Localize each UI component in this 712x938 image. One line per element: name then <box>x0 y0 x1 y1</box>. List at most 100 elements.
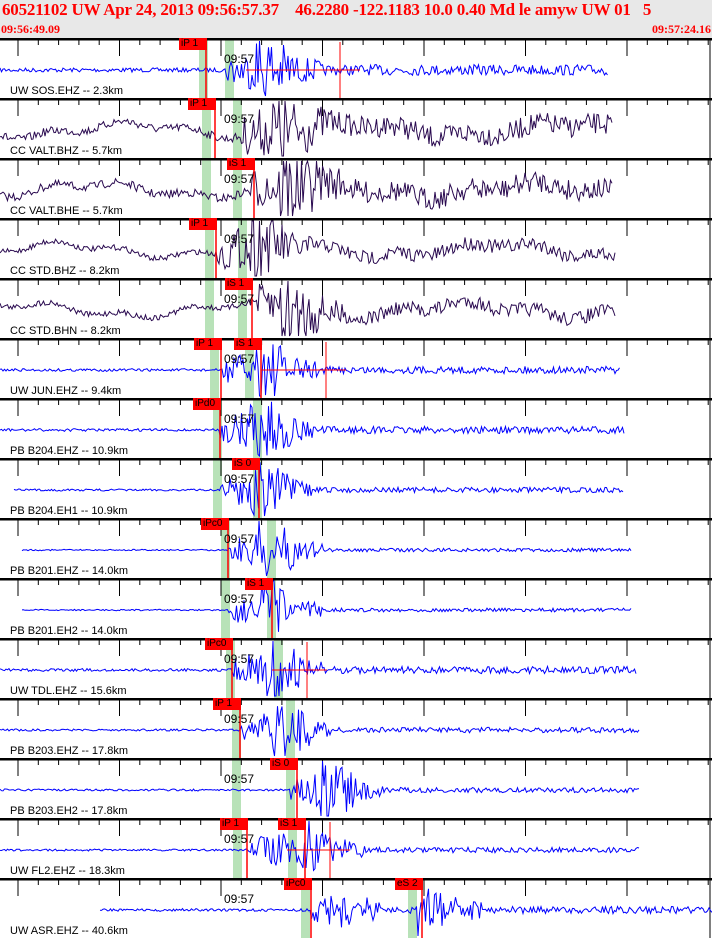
phase-pick-label[interactable]: iS 0 <box>232 458 260 470</box>
trace-row[interactable]: 09:57 iP 1 CC STD.BHZ -- 8.2km <box>0 218 712 278</box>
phase-pick-label[interactable]: iP 1 <box>194 338 222 350</box>
waveform-trace <box>0 220 616 277</box>
pick-window <box>213 458 222 518</box>
phase-pick-label[interactable]: iP 1 <box>179 38 207 50</box>
trace-row[interactable]: 09:57 iS 0 PB B203.EH2 -- 17.8km <box>0 758 712 818</box>
waveform-trace <box>0 640 637 697</box>
phase-pick-label[interactable]: iP 1 <box>213 698 241 710</box>
trace-row[interactable]: 09:57 iS 1 CC VALT.BHE -- 5.7km <box>0 158 712 218</box>
phase-pick-label[interactable]: iPc0 <box>201 518 229 530</box>
station-label: PB B201.EH2 -- 14.0km <box>10 625 128 637</box>
time-label: 09:57 <box>224 172 255 186</box>
waveform-trace <box>0 100 613 157</box>
start-time: 09:56:49.09 <box>1 22 60 36</box>
waveform <box>0 278 712 338</box>
phase-pick-label[interactable]: iP 1 <box>189 218 217 230</box>
waveform-trace <box>0 706 640 757</box>
time-label: 09:57 <box>224 412 255 426</box>
event-title: 60521102 UW Apr 24, 2013 09:56:57.37 46.… <box>2 0 652 19</box>
waveform <box>0 578 712 638</box>
seismogram-panel[interactable]: 09:57 iP 1 UW SOS.EHZ -- 2.3km 09:57 iP 1 CC … <box>0 38 712 938</box>
time-label: 09:57 <box>224 292 255 306</box>
waveform-trace <box>0 344 620 397</box>
time-label: 09:57 <box>224 532 255 546</box>
trace-row[interactable]: 09:57 iP 1 PB B203.EHZ -- 17.8km <box>0 698 712 758</box>
trace-row[interactable]: 09:57 iS 0 PB B204.EH1 -- 10.9km <box>0 458 712 518</box>
phase-pick-label[interactable]: iP 1 <box>220 818 248 830</box>
time-label: 09:57 <box>224 892 255 906</box>
phase-pick-label[interactable]: iS 1 <box>245 578 273 590</box>
time-label: 09:57 <box>224 832 255 846</box>
time-label: 09:57 <box>224 112 255 126</box>
phase-pick-label[interactable]: iS 0 <box>270 758 298 770</box>
station-label: PB B201.EHZ -- 14.0km <box>10 565 128 577</box>
phase-pick-label[interactable]: iPd0 <box>193 398 221 410</box>
pick-window <box>221 518 230 578</box>
waveform-trace <box>99 888 712 937</box>
pick-window <box>286 758 295 818</box>
waveform-trace <box>0 820 640 872</box>
trace-row[interactable]: 09:57 iP 1 iS 1 UW JUN.EHZ -- 9.4km <box>0 338 712 398</box>
pick-window <box>202 158 211 218</box>
pick-window <box>253 458 262 518</box>
station-label: CC STD.BHZ -- 8.2km <box>10 265 120 277</box>
pick-window <box>232 758 241 818</box>
station-label: UW TDL.EHZ -- 15.6km <box>10 685 127 697</box>
trace-row[interactable]: 09:57 iPc0 eS 2 UW ASR.EHZ -- 40.6km <box>0 878 712 938</box>
station-label: CC VALT.BHZ -- 5.7km <box>10 145 123 157</box>
waveform-trace <box>0 401 625 458</box>
station-label: UW SOS.EHZ -- 2.3km <box>10 85 124 97</box>
waveform-trace <box>21 580 632 632</box>
pick-window <box>274 638 283 698</box>
waveform <box>0 458 712 518</box>
pick-window <box>245 338 254 398</box>
waveform-trace <box>0 159 613 217</box>
waveform-trace <box>0 280 616 337</box>
phase-pick-label[interactable]: iPc0 <box>205 638 233 650</box>
pick-window <box>233 818 242 878</box>
station-label: CC VALT.BHE -- 5.7km <box>10 205 123 217</box>
pick-window <box>199 38 208 98</box>
waveform <box>0 218 712 278</box>
trace-row[interactable]: 09:57 iS 1 PB B201.EH2 -- 14.0km <box>0 578 712 638</box>
phase-pick-label[interactable]: iS 1 <box>278 818 306 830</box>
trace-row[interactable]: 09:57 iPc0 UW TDL.EHZ -- 15.6km <box>0 638 712 698</box>
pick-window <box>286 698 295 758</box>
time-label: 09:57 <box>224 772 255 786</box>
trace-row[interactable]: 09:57 iP 1 UW SOS.EHZ -- 2.3km <box>0 38 712 98</box>
phase-pick-label[interactable]: iS 1 <box>225 278 253 290</box>
time-label: 09:57 <box>224 592 255 606</box>
station-label: PB B204.EH1 -- 10.9km <box>10 505 128 517</box>
waveform <box>0 698 712 758</box>
time-label: 09:57 <box>224 472 255 486</box>
waveform-trace <box>13 462 624 517</box>
trace-row[interactable]: 09:57 iPc0 PB B201.EHZ -- 14.0km <box>0 518 712 578</box>
waveform-trace <box>0 40 608 97</box>
trace-row[interactable]: 09:57 iPd0 PB B204.EHZ -- 10.9km <box>0 398 712 458</box>
time-label: 09:57 <box>224 712 255 726</box>
phase-pick-label[interactable]: iS 1 <box>234 338 262 350</box>
waveform-trace <box>0 760 640 817</box>
phase-pick-label[interactable]: iPc0 <box>284 878 312 890</box>
pick-window <box>238 218 247 278</box>
waveform <box>0 158 712 218</box>
trace-row[interactable]: 09:57 iP 1 CC VALT.BHZ -- 5.7km <box>0 98 712 158</box>
trace-row[interactable]: 09:57 iS 1 CC STD.BHN -- 8.2km <box>0 278 712 338</box>
station-label: PB B203.EH2 -- 17.8km <box>10 805 128 817</box>
pick-window <box>213 398 222 458</box>
pick-window <box>233 158 242 218</box>
station-label: CC STD.BHN -- 8.2km <box>10 325 121 337</box>
waveform <box>0 398 712 458</box>
pick-window <box>288 818 297 878</box>
trace-row[interactable]: 09:57 iP 1 iS 1 UW FL2.EHZ -- 18.3km <box>0 818 712 878</box>
phase-pick-label[interactable]: iP 1 <box>188 98 216 110</box>
time-label: 09:57 <box>224 52 255 66</box>
phase-pick-label[interactable]: iS 1 <box>227 158 255 170</box>
time-label: 09:57 <box>224 232 255 246</box>
time-label: 09:57 <box>224 652 255 666</box>
waveform <box>0 338 712 398</box>
station-label: UW JUN.EHZ -- 9.4km <box>10 385 122 397</box>
phase-pick-label[interactable]: eS 2 <box>395 878 423 890</box>
pick-window <box>202 98 211 158</box>
pick-window <box>221 578 230 638</box>
